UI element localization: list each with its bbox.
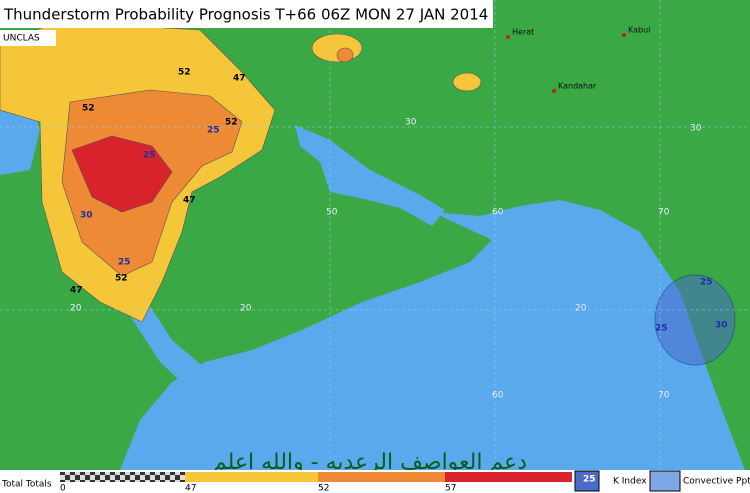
contour-label: 52	[178, 68, 191, 78]
city-label: Herat	[512, 28, 534, 37]
zone-52	[336, 47, 354, 63]
contour-label: 47	[233, 74, 246, 84]
contour-label: 30	[80, 211, 93, 221]
grid-label: 30	[690, 124, 702, 134]
title: Thunderstorm Probability Prognosis T+66 …	[3, 6, 488, 24]
persian-gulf	[295, 125, 445, 226]
k-index-zone	[654, 274, 736, 366]
k-index-sample: 25	[583, 475, 596, 485]
grid-label: 30	[405, 118, 417, 128]
legend-title: Total Totals	[1, 480, 52, 490]
contour-label: 25	[207, 126, 220, 136]
zone-57	[71, 135, 173, 213]
grid-label: 20	[575, 304, 587, 314]
scale-none	[60, 472, 185, 482]
contour-label: 25	[118, 258, 131, 268]
grid-label: 70	[658, 208, 670, 218]
class-box	[0, 30, 56, 46]
classification: UNCLAS	[3, 34, 40, 44]
convective-label: Convective Pptn	[683, 477, 750, 487]
contour-label: 25	[700, 278, 713, 288]
title-box	[0, 0, 493, 28]
graticule	[0, 0, 750, 470]
grid-label: 50	[326, 208, 338, 218]
grid-label: 60	[492, 208, 504, 218]
arabian-sea	[120, 200, 745, 470]
city-dot	[622, 33, 626, 37]
scale-57	[445, 472, 572, 482]
city-label: Kandahar	[558, 82, 597, 91]
grid-label: 70	[658, 391, 670, 401]
grid-label: 60	[492, 391, 504, 401]
contour-label: 47	[183, 196, 196, 206]
contour-label: 30	[715, 321, 728, 331]
grid-label: 20	[240, 304, 252, 314]
scale-52	[318, 472, 445, 482]
k-index-label: K Index	[613, 477, 647, 487]
contour-label: 25	[655, 324, 668, 334]
zone-47	[452, 72, 482, 92]
scale-47	[185, 472, 318, 482]
scale-tick-label: 57	[445, 484, 456, 493]
grid-label: 20	[70, 304, 82, 314]
contour-label: 52	[225, 118, 238, 128]
zone-47	[311, 33, 363, 63]
k-index-swatch	[574, 470, 600, 492]
convective-swatch	[649, 470, 681, 492]
scale-tick-label: 0	[60, 484, 66, 493]
city-label: Kabul	[628, 26, 650, 35]
city-dot	[506, 35, 510, 39]
contour-label: 25	[143, 151, 156, 161]
contour-label: 47	[70, 286, 83, 296]
scale-tick-label: 47	[185, 484, 196, 493]
contour-label: 52	[115, 274, 128, 284]
contour-label: 52	[82, 104, 95, 114]
scale-tick-label: 52	[318, 484, 329, 493]
city-dot	[552, 89, 556, 93]
